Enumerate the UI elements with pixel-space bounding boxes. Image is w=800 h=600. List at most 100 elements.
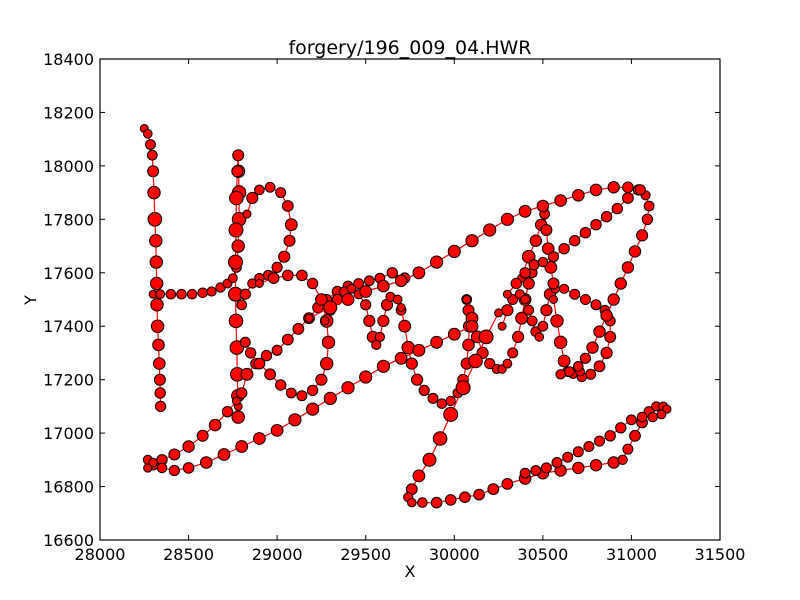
data-point xyxy=(614,277,627,290)
data-point xyxy=(418,384,430,396)
data-point xyxy=(320,316,330,326)
data-point xyxy=(607,181,620,194)
data-point xyxy=(523,304,535,316)
data-point xyxy=(528,259,540,271)
data-point xyxy=(557,354,571,368)
data-point xyxy=(579,227,592,239)
y-tick-label: 18200 xyxy=(43,103,94,122)
data-point xyxy=(494,308,504,318)
data-point xyxy=(228,254,243,270)
data-point xyxy=(537,320,549,332)
stroke-series-14 xyxy=(142,319,479,477)
data-point xyxy=(518,204,532,218)
data-point xyxy=(573,361,584,372)
data-point xyxy=(285,387,297,399)
data-point xyxy=(583,441,595,452)
data-point xyxy=(579,352,592,364)
data-point xyxy=(353,278,365,289)
data-point xyxy=(443,406,459,422)
data-point xyxy=(264,368,277,381)
data-point xyxy=(150,276,164,291)
data-point xyxy=(562,451,574,463)
x-axis-label: X xyxy=(405,562,416,581)
stroke-series-1 xyxy=(139,124,167,413)
plot-frame xyxy=(99,58,721,541)
data-point xyxy=(621,261,635,274)
data-point xyxy=(155,289,166,300)
data-point xyxy=(628,245,642,258)
data-layer xyxy=(139,124,672,509)
data-point xyxy=(154,400,167,413)
data-point xyxy=(444,494,457,506)
data-point xyxy=(182,462,195,474)
data-point xyxy=(589,459,603,472)
data-point xyxy=(540,224,553,236)
data-point xyxy=(589,183,603,197)
x-tick-label: 29500 xyxy=(340,545,391,564)
data-point xyxy=(569,288,581,300)
data-point xyxy=(377,279,390,293)
data-point xyxy=(622,181,634,194)
data-point xyxy=(363,275,375,287)
data-point xyxy=(447,327,461,341)
data-point xyxy=(323,300,338,315)
data-point xyxy=(254,279,264,288)
data-point xyxy=(228,273,238,284)
data-point xyxy=(549,295,558,304)
data-point xyxy=(594,435,605,447)
data-point xyxy=(394,351,408,365)
data-point xyxy=(445,395,456,407)
data-point xyxy=(281,200,294,212)
x-tick-label: 28500 xyxy=(163,545,214,564)
data-point xyxy=(239,288,251,300)
stroke-series-12 xyxy=(502,184,655,380)
data-point xyxy=(497,321,507,331)
y-tick-label: 16800 xyxy=(43,478,94,497)
data-point xyxy=(200,456,213,469)
data-point xyxy=(242,209,252,219)
data-point xyxy=(536,199,550,213)
data-point xyxy=(522,277,535,290)
data-point xyxy=(284,218,298,232)
data-point xyxy=(153,373,166,386)
x-tick-label: 30000 xyxy=(429,545,480,564)
data-point xyxy=(264,181,276,193)
data-point xyxy=(146,149,158,161)
data-point xyxy=(228,222,244,238)
data-point xyxy=(615,422,627,434)
data-point xyxy=(462,338,475,352)
data-point xyxy=(412,343,426,357)
data-point xyxy=(548,251,559,263)
data-point xyxy=(417,497,428,508)
data-point xyxy=(656,409,667,420)
x-tick-label: 28000 xyxy=(75,545,126,564)
data-point xyxy=(436,398,448,410)
data-point xyxy=(398,319,412,333)
data-point xyxy=(412,469,426,483)
data-point xyxy=(647,411,658,423)
data-point xyxy=(462,295,472,304)
data-point xyxy=(544,261,558,274)
data-point xyxy=(483,223,497,237)
stroke-series-13 xyxy=(304,181,646,323)
data-point xyxy=(411,373,424,386)
y-tick-label: 17400 xyxy=(43,317,94,336)
data-point xyxy=(275,379,287,391)
data-point xyxy=(502,358,513,369)
data-point xyxy=(526,315,538,327)
data-point xyxy=(626,414,637,426)
chart-title: forgery/196_009_04.HWR xyxy=(288,37,531,59)
data-point xyxy=(585,368,597,380)
ticks-layer: 28000 28500 29000 29500 30000 30500 31000 31500… xyxy=(43,50,745,564)
x-tick-label: 31500 xyxy=(695,545,746,564)
data-point xyxy=(149,234,163,248)
data-point xyxy=(229,190,244,206)
data-point xyxy=(147,165,160,178)
data-point xyxy=(341,381,355,395)
data-point xyxy=(231,165,244,178)
data-point xyxy=(643,200,655,212)
y-tick-label: 17000 xyxy=(43,424,94,443)
data-point xyxy=(473,488,485,501)
data-point xyxy=(235,440,249,453)
data-point xyxy=(304,313,314,323)
